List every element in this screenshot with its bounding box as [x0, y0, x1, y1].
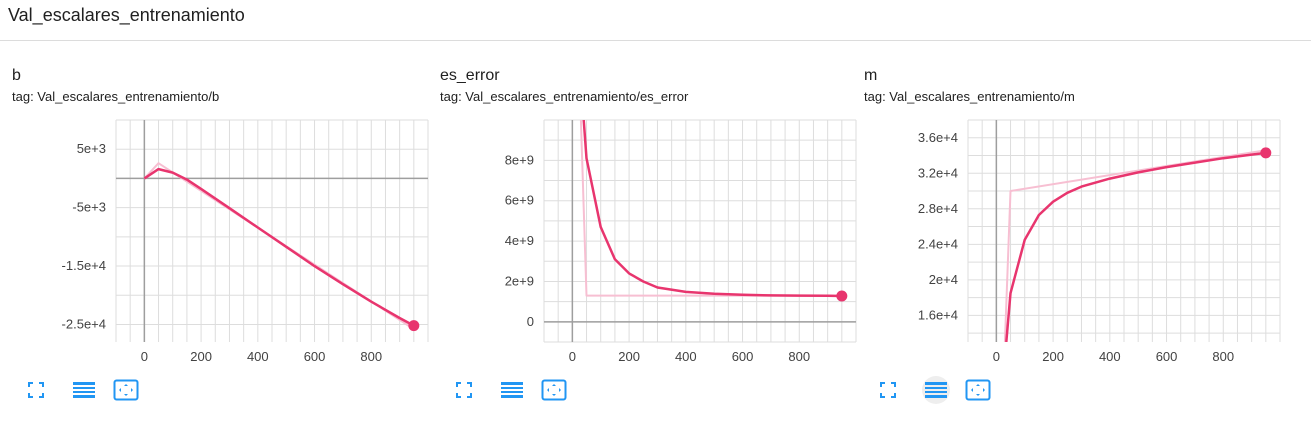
- log-scale-button[interactable]: [498, 376, 526, 404]
- x-tick-label: 800: [788, 349, 810, 364]
- series-group: [143, 162, 415, 330]
- x-tick-label: 400: [247, 349, 269, 364]
- series-group: [1003, 149, 1266, 342]
- card-title: m: [864, 67, 878, 84]
- page-title: Val_escalares_entrenamiento: [8, 5, 245, 25]
- fullscreen-button[interactable]: [22, 376, 50, 404]
- log-scale-button[interactable]: [70, 376, 98, 404]
- fit-domain-button[interactable]: [964, 376, 992, 404]
- fit-domain-icon: [965, 379, 991, 401]
- y-tick-label: 2.8e+4: [918, 201, 958, 216]
- page-header: Val_escalares_entrenamiento: [0, 0, 1311, 41]
- fullscreen-icon: [456, 382, 472, 398]
- series-group: [579, 120, 842, 298]
- x-tick-label: 200: [190, 349, 212, 364]
- card-tag: tag: Val_escalares_entrenamiento/m: [864, 89, 1075, 104]
- smoothed-series-line: [143, 167, 415, 327]
- card-toolbar: [874, 376, 1074, 404]
- line-chart[interactable]: 5e+3 -5e+3 -1.5e+4 -2.5e+4 0 200 400 600 800: [12, 110, 432, 370]
- card-toolbar: [22, 376, 222, 404]
- smoothed-series-line: [1005, 151, 1266, 342]
- x-tick-label: 800: [360, 349, 382, 364]
- last-point-marker[interactable]: [1260, 147, 1272, 159]
- y-tick-label: 8e+9: [505, 152, 534, 167]
- x-tick-label: 200: [618, 349, 640, 364]
- chart-card-m: m tag: Val_escalares_entrenamiento/m 3.6…: [864, 60, 1284, 420]
- fullscreen-button[interactable]: [874, 376, 902, 404]
- smoothed-series-line: [582, 120, 842, 298]
- x-tick-label: 800: [1212, 349, 1234, 364]
- y-tick-label: 5e+3: [77, 141, 106, 156]
- fit-domain-button[interactable]: [540, 376, 568, 404]
- fullscreen-icon: [28, 382, 44, 398]
- y-tick-label: 4e+9: [505, 233, 534, 248]
- line-chart[interactable]: 8e+9 6e+9 4e+9 2e+9 0 0 200 400 600 800: [440, 110, 860, 370]
- chart-card-b: b tag: Val_escalares_entrenamiento/b 5e+…: [12, 60, 432, 420]
- log-scale-button[interactable]: [922, 376, 950, 404]
- fullscreen-icon: [880, 382, 896, 398]
- fit-domain-icon: [541, 379, 567, 401]
- x-tick-label: 0: [141, 349, 148, 364]
- x-tick-label: 0: [569, 349, 576, 364]
- list-lines-icon: [501, 382, 523, 398]
- y-tick-label: 0: [527, 314, 534, 329]
- raw-series-line: [579, 120, 842, 297]
- card-title: b: [12, 67, 21, 84]
- x-tick-label: 200: [1042, 349, 1064, 364]
- last-point-marker[interactable]: [836, 290, 848, 302]
- fullscreen-button[interactable]: [450, 376, 478, 404]
- line-chart[interactable]: 3.6e+4 3.2e+4 2.8e+4 2.4e+4 2e+4 1.6e+4 0 200 40…: [864, 110, 1284, 370]
- x-tick-label: 600: [732, 349, 754, 364]
- chart-card-es-error: es_error tag: Val_escalares_entrenamient…: [440, 60, 860, 420]
- y-tick-label: 2.4e+4: [918, 236, 958, 251]
- list-lines-icon: [925, 382, 947, 398]
- x-tick-label: 0: [993, 349, 1000, 364]
- x-tick-label: 600: [1156, 349, 1178, 364]
- y-tick-label: -2.5e+4: [62, 316, 106, 331]
- list-lines-icon: [73, 382, 95, 398]
- y-tick-label: -1.5e+4: [62, 258, 106, 273]
- card-title: es_error: [440, 67, 500, 84]
- y-tick-label: 3.2e+4: [918, 165, 958, 180]
- y-tick-label: 3.6e+4: [918, 130, 958, 145]
- fit-domain-icon: [113, 379, 139, 401]
- card-tag: tag: Val_escalares_entrenamiento/b: [12, 89, 220, 104]
- card-tag: tag: Val_escalares_entrenamiento/es_erro…: [440, 89, 689, 104]
- y-tick-label: 6e+9: [505, 193, 534, 208]
- y-tick-label: 2e+9: [505, 273, 534, 288]
- y-tick-label: -5e+3: [72, 200, 106, 215]
- y-tick-label: 1.6e+4: [918, 307, 958, 322]
- x-tick-label: 400: [675, 349, 697, 364]
- last-point-marker[interactable]: [408, 320, 420, 332]
- y-tick-label: 2e+4: [929, 272, 958, 287]
- raw-series-line: [1003, 149, 1266, 342]
- x-tick-label: 400: [1099, 349, 1121, 364]
- x-tick-label: 600: [304, 349, 326, 364]
- fit-domain-button[interactable]: [112, 376, 140, 404]
- card-toolbar: [450, 376, 650, 404]
